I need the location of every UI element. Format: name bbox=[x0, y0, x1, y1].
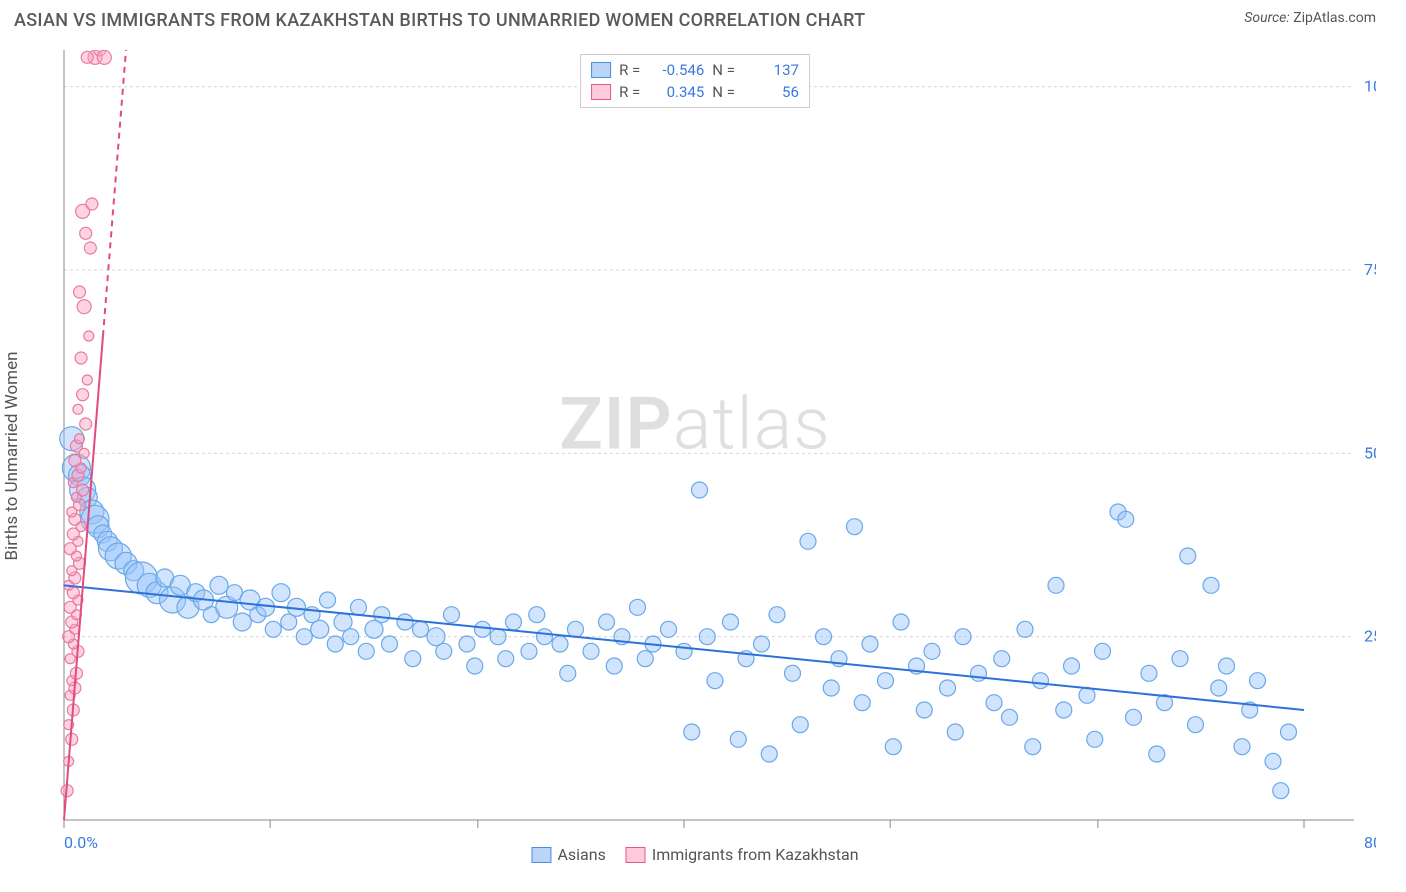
swatch-blue bbox=[591, 62, 611, 78]
r-value-asians: -0.546 bbox=[648, 61, 704, 79]
swatch-pink bbox=[591, 84, 611, 100]
legend-label-kazakhstan: Immigrants from Kazakhstan bbox=[652, 845, 859, 864]
swatch-blue bbox=[531, 847, 551, 863]
n-value-kazakhstan: 56 bbox=[743, 83, 799, 101]
svg-text:80.0%: 80.0% bbox=[1364, 833, 1376, 852]
chart-container: Births to Unmarried Women ZIPatlas 25.0%… bbox=[14, 50, 1376, 862]
svg-text:100.0%: 100.0% bbox=[1364, 77, 1376, 96]
svg-text:0.0%: 0.0% bbox=[64, 833, 98, 852]
r-label: R = bbox=[619, 83, 640, 101]
source-value: ZipAtlas.com bbox=[1293, 10, 1376, 26]
chart-title: ASIAN VS IMMIGRANTS FROM KAZAKHSTAN BIRT… bbox=[14, 10, 865, 31]
n-label: N = bbox=[712, 61, 735, 79]
n-label: N = bbox=[712, 83, 735, 101]
n-value-asians: 137 bbox=[743, 61, 799, 79]
legend-row-asians: R = -0.546 N = 137 bbox=[591, 59, 799, 81]
svg-text:25.0%: 25.0% bbox=[1364, 627, 1376, 646]
swatch-pink bbox=[626, 847, 646, 863]
correlation-legend: R = -0.546 N = 137 R = 0.345 N = 56 bbox=[580, 54, 810, 108]
source-label: Source: bbox=[1244, 10, 1289, 26]
r-value-kazakhstan: 0.345 bbox=[648, 83, 704, 101]
series-legend: Asians Immigrants from Kazakhstan bbox=[531, 845, 858, 864]
svg-text:50.0%: 50.0% bbox=[1364, 443, 1376, 462]
source-attribution: Source: ZipAtlas.com bbox=[1244, 10, 1376, 26]
svg-text:75.0%: 75.0% bbox=[1364, 260, 1376, 279]
legend-item-kazakhstan: Immigrants from Kazakhstan bbox=[626, 845, 859, 864]
legend-label-asians: Asians bbox=[557, 845, 605, 864]
chart-header: ASIAN VS IMMIGRANTS FROM KAZAKHSTAN BIRT… bbox=[0, 0, 1406, 31]
y-axis-label: Births to Unmarried Women bbox=[2, 352, 22, 561]
legend-item-asians: Asians bbox=[531, 845, 605, 864]
scatter-chart: 25.0% 50.0% 75.0% 100.0% 0.0% 80.0% bbox=[14, 50, 1376, 862]
r-label: R = bbox=[619, 61, 640, 79]
legend-row-kazakhstan: R = 0.345 N = 56 bbox=[591, 81, 799, 103]
